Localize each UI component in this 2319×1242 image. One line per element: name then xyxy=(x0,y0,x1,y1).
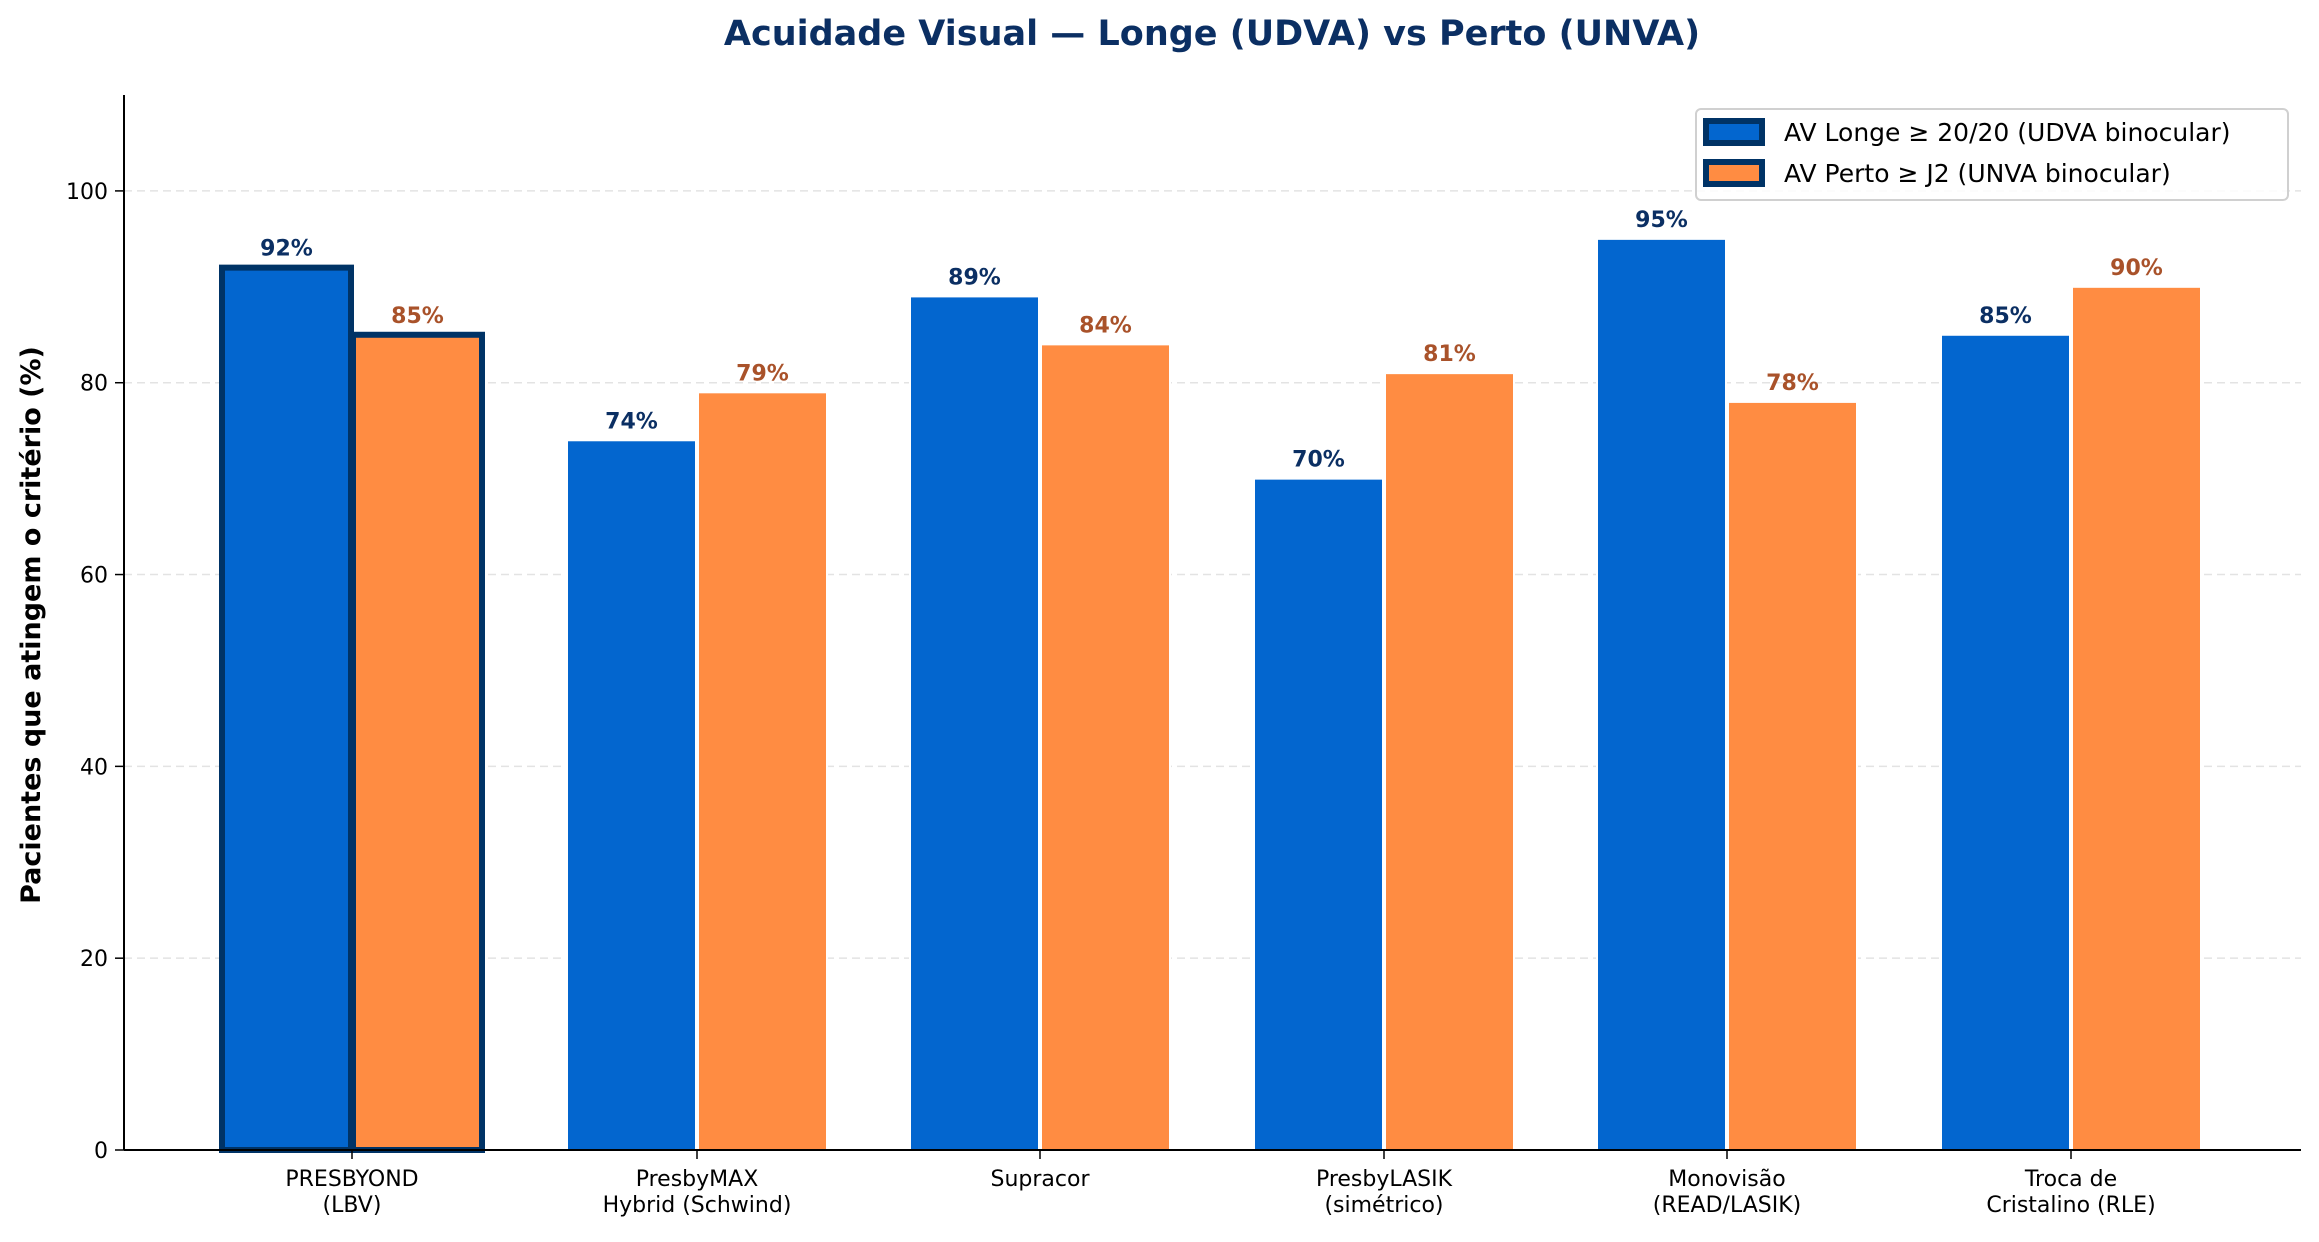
y-tick-label: 60 xyxy=(80,564,108,589)
data-label: 78% xyxy=(1766,371,1819,396)
axes: 0 20 40 60 80 100 PRESBYOND(LBV) PresbyMAXHybri… xyxy=(66,95,2301,1218)
data-label: 92% xyxy=(260,237,313,262)
x-tick-label: (simétrico) xyxy=(1324,1193,1443,1218)
data-label: 84% xyxy=(1079,313,1132,338)
x-tick-label: (LBV) xyxy=(323,1193,382,1218)
bar-udva xyxy=(1940,333,2071,1152)
bar-unva xyxy=(1384,372,1515,1151)
x-tick-label: PresbyMAX xyxy=(636,1167,759,1192)
y-tick-label: 0 xyxy=(94,1139,108,1164)
y-axis-label: Pacientes que atingem o critério (%) xyxy=(16,346,47,904)
bar-unva xyxy=(1040,343,1171,1151)
y-tick-label: 20 xyxy=(80,947,108,972)
data-label: 79% xyxy=(736,361,789,386)
x-tick-label: Troca de xyxy=(2024,1167,2117,1192)
data-label: 81% xyxy=(1423,342,1476,367)
legend-label: AV Perto ≥ J2 (UNVA binocular) xyxy=(1784,159,2171,188)
data-label: 70% xyxy=(1292,448,1345,473)
legend-swatch-unva xyxy=(1703,159,1765,187)
x-tick-label: PRESBYOND xyxy=(285,1167,418,1192)
bar-udva xyxy=(1596,237,1727,1151)
x-tick-label: (READ/LASIK) xyxy=(1653,1193,1801,1218)
legend-label: AV Longe ≥ 20/20 (UDVA binocular) xyxy=(1784,118,2231,147)
data-label: 90% xyxy=(2110,256,2163,281)
x-tick-label: PresbyLASIK xyxy=(1316,1167,1453,1192)
data-label: 74% xyxy=(605,409,658,434)
x-tick-label: Monovisão xyxy=(1668,1167,1785,1192)
x-tick-label: Cristalino (RLE) xyxy=(1986,1193,2155,1218)
bars: 92% 85% 74% 79% 89% 84% 70% 81% 95% 78% 85% 90% xyxy=(219,208,2202,1154)
chart-title: Acuidade Visual — Longe (UDVA) vs Perto … xyxy=(724,14,1700,54)
bar-udva xyxy=(1253,477,1384,1151)
data-label: 89% xyxy=(948,265,1001,290)
bar-udva xyxy=(566,439,697,1152)
y-tick-label: 80 xyxy=(80,372,108,397)
data-label: 85% xyxy=(391,304,444,329)
y-tick-label: 100 xyxy=(66,180,108,205)
bar-udva xyxy=(219,264,354,1153)
bar-unva xyxy=(350,331,485,1154)
legend: AV Longe ≥ 20/20 (UDVA binocular) AV Pert… xyxy=(1695,108,2289,201)
bar-udva xyxy=(909,295,1040,1151)
x-tick-label: Hybrid (Schwind) xyxy=(603,1193,792,1218)
data-label: 85% xyxy=(1979,304,2032,329)
legend-swatch-udva xyxy=(1703,118,1765,146)
bar-unva xyxy=(697,391,828,1151)
bar-unva xyxy=(1727,400,1858,1151)
data-label: 95% xyxy=(1635,208,1688,233)
x-tick-label: Supracor xyxy=(991,1167,1091,1192)
bar-unva xyxy=(2071,285,2202,1151)
y-tick-label: 40 xyxy=(80,755,108,780)
